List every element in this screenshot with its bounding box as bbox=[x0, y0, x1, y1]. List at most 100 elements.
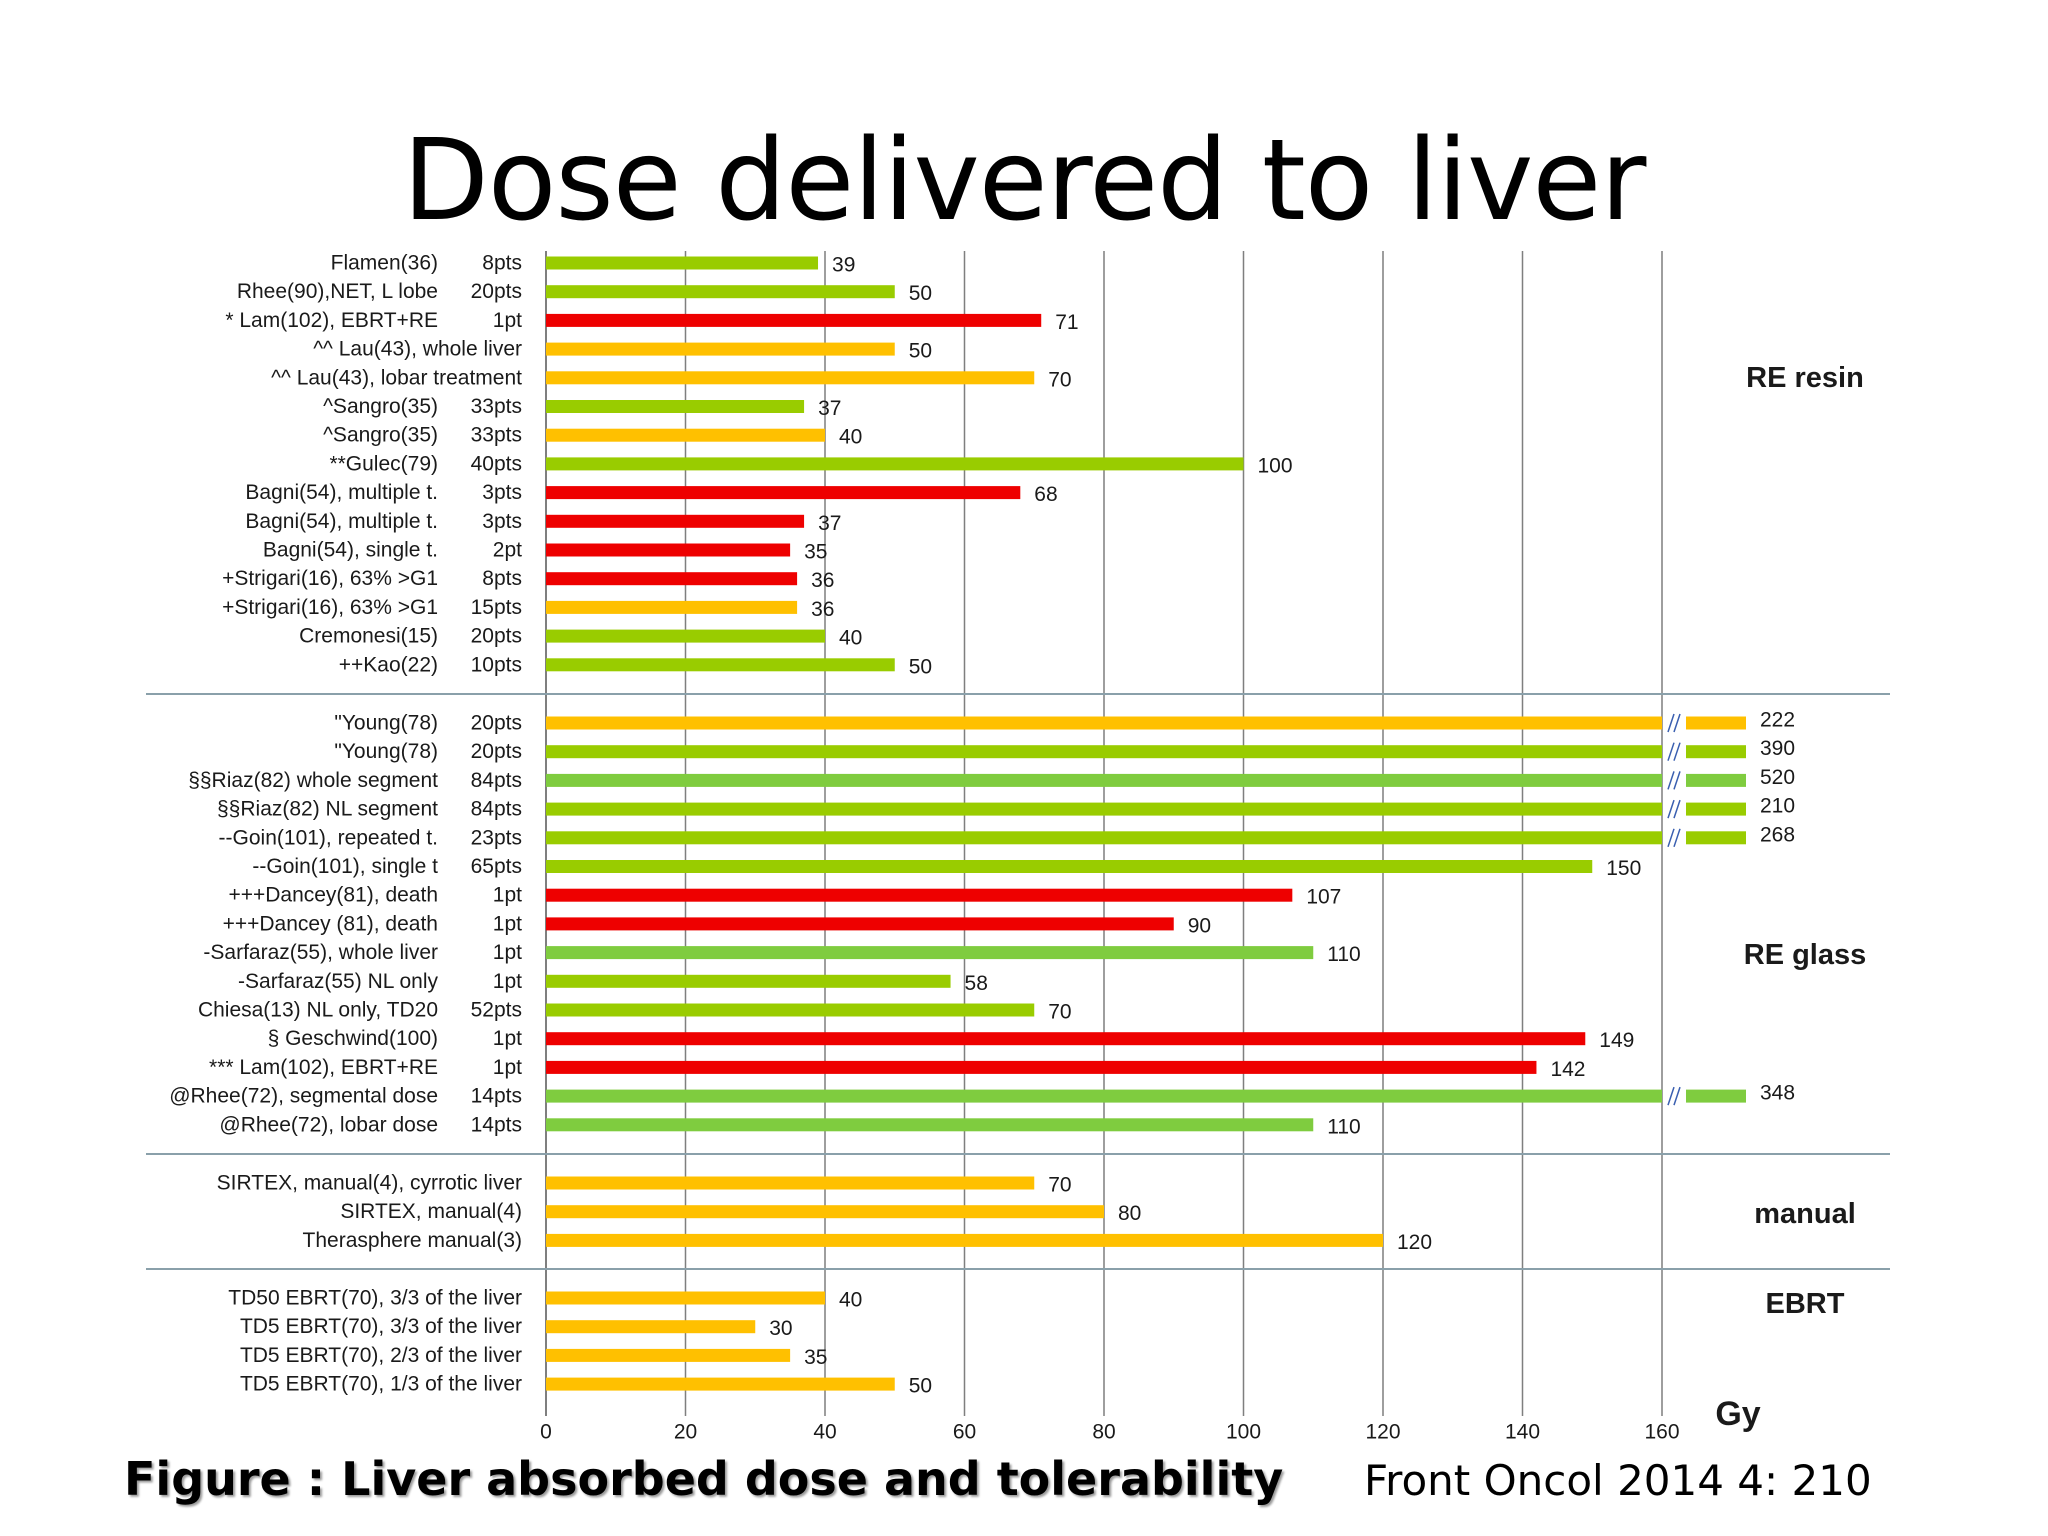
bar bbox=[546, 745, 1662, 759]
row-pts: 1pt bbox=[493, 912, 522, 935]
row-label: §§Riaz(82) NL segment bbox=[217, 798, 438, 821]
data-label: 100 bbox=[1258, 454, 1293, 477]
row-label: +Strigari(16), 63% >G1 bbox=[222, 567, 438, 590]
row-label: +++Dancey (81), death bbox=[223, 912, 438, 935]
row-pts: 20pts bbox=[471, 712, 522, 735]
bar bbox=[546, 1089, 1662, 1103]
x-tick-label: 20 bbox=[674, 1421, 697, 1444]
row-label: Flamen(36) bbox=[331, 252, 438, 275]
row-pts: 10pts bbox=[471, 653, 522, 676]
row-label: TD5 EBRT(70), 1/3 of the liver bbox=[240, 1373, 522, 1396]
data-label: 390 bbox=[1760, 737, 1795, 760]
row-label: ^^ Lau(43), whole liver bbox=[313, 338, 522, 361]
slide-title: Dose delivered to liver bbox=[402, 116, 1647, 246]
row-pts: 1pt bbox=[493, 970, 522, 993]
row-pts: 20pts bbox=[471, 740, 522, 763]
data-label: 110 bbox=[1327, 943, 1360, 966]
row-label: @Rhee(72), segmental dose bbox=[169, 1085, 438, 1108]
data-label: 268 bbox=[1760, 823, 1795, 846]
row-label: "Young(78) bbox=[334, 712, 438, 735]
row-label: +Strigari(16), 63% >G1 bbox=[222, 596, 438, 619]
row-pts: 20pts bbox=[471, 280, 522, 303]
data-label: 36 bbox=[811, 569, 834, 592]
bar bbox=[546, 486, 1021, 500]
row-label: § Geschwind(100) bbox=[268, 1027, 438, 1050]
data-label: 520 bbox=[1760, 766, 1795, 789]
group-label: EBRT bbox=[1766, 1288, 1845, 1320]
bar-continuation bbox=[1686, 716, 1746, 730]
bar bbox=[546, 371, 1035, 385]
bar bbox=[546, 860, 1593, 873]
bar-continuation bbox=[1686, 773, 1746, 787]
bar bbox=[546, 1233, 1383, 1247]
citation: Front Oncol 2014 4: 210 bbox=[1364, 1456, 1872, 1505]
bar bbox=[546, 1118, 1314, 1132]
bar bbox=[546, 1348, 791, 1362]
bar bbox=[546, 514, 805, 528]
bar bbox=[546, 888, 1293, 902]
data-label: 50 bbox=[909, 282, 932, 305]
row-pts: 33pts bbox=[471, 424, 522, 447]
data-label: 35 bbox=[804, 541, 827, 564]
row-pts: 3pts bbox=[482, 510, 522, 533]
row-label: **Gulec(79) bbox=[329, 452, 438, 475]
data-label: 222 bbox=[1760, 709, 1795, 732]
axis-break-mark bbox=[1667, 713, 1681, 733]
data-label: 37 bbox=[818, 397, 841, 420]
bar-continuation bbox=[1686, 1089, 1746, 1103]
row-label: "Young(78) bbox=[334, 740, 438, 763]
data-label: 90 bbox=[1188, 914, 1211, 937]
axis-break-mark bbox=[1667, 828, 1681, 848]
data-label: 36 bbox=[811, 598, 834, 621]
figure-caption: Figure : Liver absorbed dose and tolerab… bbox=[124, 1452, 1284, 1506]
row-label: -Sarfaraz(55), whole liver bbox=[203, 941, 438, 964]
axis-break-mark bbox=[1667, 1086, 1681, 1106]
row-label: Bagni(54), multiple t. bbox=[245, 510, 438, 533]
group-label: RE glass bbox=[1744, 939, 1867, 971]
bar bbox=[546, 716, 1662, 730]
bar bbox=[546, 313, 1042, 327]
data-label: 70 bbox=[1048, 1001, 1071, 1024]
data-label: 35 bbox=[804, 1346, 827, 1369]
bar-continuation bbox=[1686, 802, 1746, 816]
bar bbox=[546, 1032, 1586, 1046]
row-pts: 84pts bbox=[471, 769, 522, 792]
row-pts: 52pts bbox=[471, 999, 522, 1022]
row-label: TD50 EBRT(70), 3/3 of the liver bbox=[228, 1287, 522, 1310]
data-label: 149 bbox=[1599, 1029, 1634, 1052]
x-tick-label: 40 bbox=[813, 1421, 836, 1444]
row-label: SIRTEX, manual(4) bbox=[340, 1200, 522, 1223]
data-label: 110 bbox=[1327, 1115, 1360, 1138]
group-label: manual bbox=[1754, 1198, 1856, 1230]
bar bbox=[546, 917, 1174, 931]
data-label: 50 bbox=[909, 655, 932, 678]
row-label: Bagni(54), multiple t. bbox=[245, 481, 438, 504]
data-label: 40 bbox=[839, 1289, 862, 1312]
bar bbox=[546, 1176, 1035, 1190]
bar bbox=[546, 256, 819, 270]
row-pts: 20pts bbox=[471, 625, 522, 648]
row-label: @Rhee(72), lobar dose bbox=[219, 1113, 438, 1136]
data-label: 30 bbox=[769, 1317, 792, 1340]
bar bbox=[546, 773, 1662, 787]
row-label: +++Dancey(81), death bbox=[228, 884, 438, 907]
row-pts: 65pts bbox=[471, 855, 522, 878]
bar bbox=[546, 600, 798, 614]
data-label: 68 bbox=[1034, 483, 1057, 506]
row-label: *** Lam(102), EBRT+RE bbox=[209, 1056, 438, 1079]
row-pts: 1pt bbox=[493, 941, 522, 964]
bar-continuation bbox=[1686, 831, 1746, 845]
group-label: RE resin bbox=[1746, 362, 1864, 394]
x-tick-label: 160 bbox=[1644, 1421, 1679, 1444]
bar bbox=[546, 946, 1314, 960]
data-label: 348 bbox=[1760, 1082, 1795, 1105]
row-pts: 1pt bbox=[493, 309, 522, 332]
x-unit-label: Gy bbox=[1715, 1395, 1760, 1433]
bar bbox=[546, 1060, 1537, 1074]
bar bbox=[546, 457, 1244, 471]
row-pts: 40pts bbox=[471, 452, 522, 475]
row-pts: 33pts bbox=[471, 395, 522, 418]
data-label: 70 bbox=[1048, 368, 1071, 391]
data-label: 150 bbox=[1606, 857, 1641, 880]
